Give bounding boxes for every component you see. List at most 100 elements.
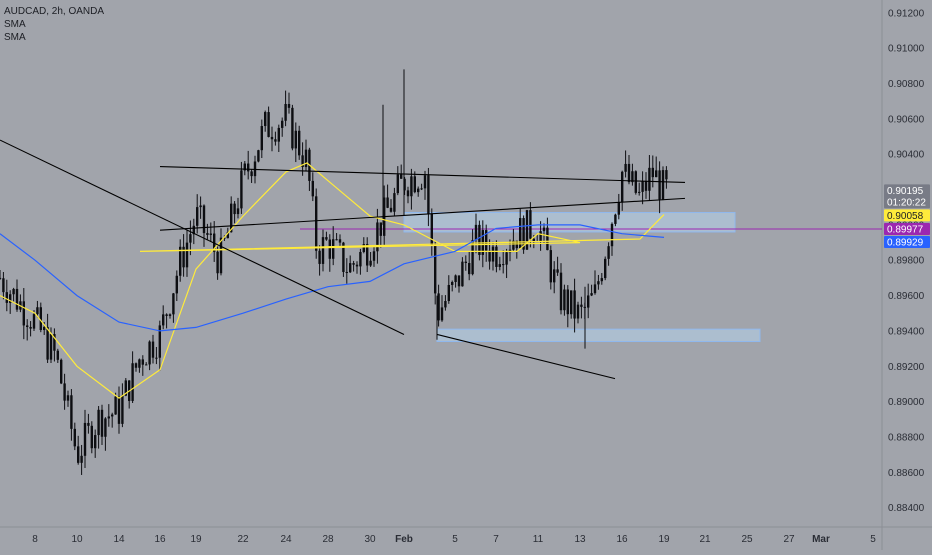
time-tick-label: 19 [658,534,670,545]
candle-body [651,167,654,178]
candle-body [338,239,342,243]
candle-body [277,127,280,142]
candle-body [124,380,127,396]
candle-body [0,277,2,279]
candle-body [111,414,114,417]
candle-body [60,359,63,384]
price-badge [884,235,930,248]
candle-body [39,307,42,331]
candle-body [199,205,202,208]
candle-body [648,167,651,191]
price-tick-label: 0.91000 [888,44,925,55]
trendline[interactable] [436,333,616,380]
symbol-title[interactable]: AUDCAD, 2h, OANDA [4,6,105,17]
candle-body [46,326,49,360]
candle-body [556,269,559,273]
candle-body [665,170,668,180]
candle-body [634,171,637,193]
time-tick-label: 22 [237,534,249,545]
candle-body [83,422,87,456]
candle-body [226,232,229,239]
candle-body [542,227,546,232]
candle-body [29,326,32,329]
candle-body [434,245,437,294]
time-tick-label: 10 [71,534,83,545]
candle-body [563,289,566,311]
candle-body [264,112,267,127]
candle-body [580,304,583,307]
candle-body [621,171,624,203]
candle-body [406,190,410,197]
trendlines [0,139,686,380]
candle-body [529,210,532,239]
price-badge [884,209,930,222]
candle-body [97,409,100,436]
candle-body [240,170,243,209]
time-tick-label: 28 [322,534,334,545]
candle-body [468,263,471,275]
candle-body [270,136,274,140]
price-axis[interactable]: 0.912000.910000.908000.906000.904000.902… [888,8,925,514]
price-zone[interactable] [436,328,761,343]
candle-body [478,224,481,255]
candle-body [22,301,25,326]
candle-body [121,395,124,424]
time-tick-label: 21 [699,534,711,545]
time-tick-label: 30 [364,534,376,545]
time-tick-label: 16 [154,534,166,545]
price-badge-countdown: 01:20:22 [887,197,926,208]
candle-body [107,416,110,419]
candle-body [362,244,365,252]
candle-body [638,191,641,193]
time-tick-label: 5 [452,534,458,545]
candle-body [454,275,457,282]
time-tick-label: 11 [533,534,544,545]
time-axis[interactable]: 8 10 14 16 19 22 24 28 30 Feb 5 7 11 13 16 19 21 25 27 Mar 5 [32,534,876,545]
price-tick-label: 0.90600 [888,114,925,125]
trendline[interactable] [159,166,686,184]
candle-body [49,334,53,360]
price-tick-label: 0.90800 [888,79,925,90]
candle-body [315,196,318,251]
time-tick-label: Feb [395,534,413,545]
price-tick-label: 0.91200 [888,8,925,19]
candle-body [168,314,172,316]
candle-body [36,307,39,315]
candle-body [158,325,161,358]
candle-body [593,284,597,294]
indicator-sma-label[interactable]: SMA [4,32,26,43]
candle-body [396,174,399,194]
candle-body [570,290,573,315]
indicator-sma-label[interactable]: SMA [4,19,26,30]
candle-body [444,301,447,308]
price-badge [884,222,930,235]
time-tick-label: 14 [113,534,125,545]
candle-body [546,227,549,251]
candle-body [100,409,104,437]
candle-body [587,295,590,308]
candlestick-series [0,69,668,475]
price-badge [884,184,930,209]
candle-body [138,359,141,368]
candle-body [301,155,304,168]
trendline[interactable] [0,139,405,335]
candle-body [522,218,525,250]
time-tick-label: Mar [812,534,830,545]
candle-body [267,112,270,137]
candle-body [243,163,246,171]
candle-body [614,214,617,224]
sma-slow-line[interactable] [0,224,665,332]
sma-fast-line[interactable] [0,162,665,399]
candle-body [250,171,253,177]
candle-body [151,341,155,358]
candle-body [94,435,97,449]
candle-body [43,326,46,331]
candle-body [559,272,563,311]
candle-body [253,161,257,177]
trendline[interactable] [159,197,686,231]
candle-body [5,292,8,303]
candle-body [155,357,158,359]
candle-body [202,205,206,234]
